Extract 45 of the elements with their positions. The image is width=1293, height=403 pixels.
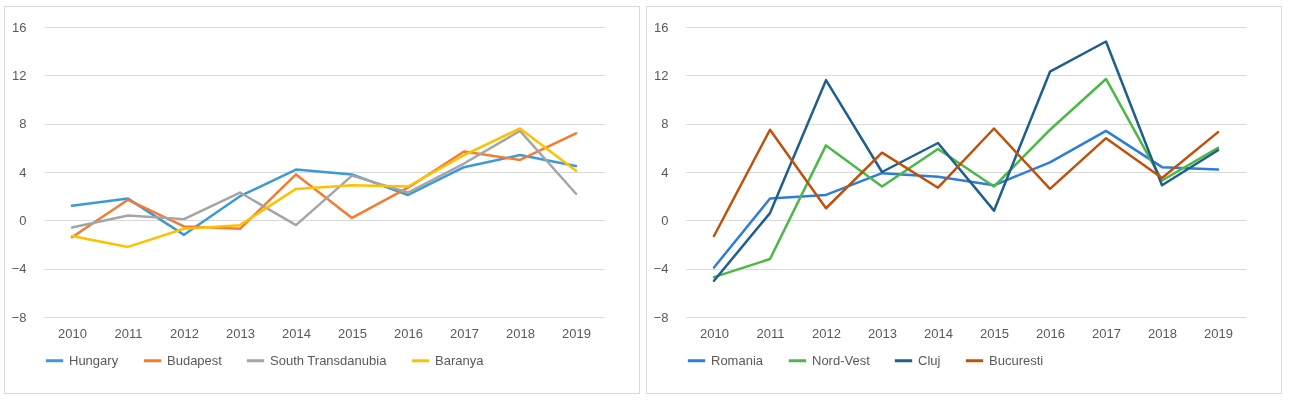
x-tick-label: 2014 — [282, 325, 311, 341]
y-tick-label: −8 — [11, 309, 27, 325]
y-tick-label: 16 — [654, 19, 669, 35]
x-tick-label: 2016 — [1036, 325, 1065, 341]
y-tick-label: 12 — [12, 67, 27, 83]
line-series — [712, 127, 1220, 238]
legend-label: Nord-Vest — [812, 352, 871, 368]
x-tick-label: 2013 — [226, 325, 255, 341]
x-tick-label: 2010 — [58, 325, 87, 341]
legend-label: Cluj — [918, 352, 941, 368]
legend-label: Baranya — [435, 352, 485, 368]
x-tick-label: 2018 — [1148, 325, 1177, 341]
x-tick-label: 2017 — [1092, 325, 1121, 341]
y-tick-label: 0 — [661, 212, 669, 228]
legend-label: Romania — [711, 352, 764, 368]
x-tick-label: 2014 — [924, 325, 953, 341]
x-tick-label: 2019 — [1204, 325, 1233, 341]
x-tick-label: 2019 — [562, 325, 591, 341]
x-tick-label: 2016 — [394, 325, 423, 341]
x-tick-label: 2018 — [506, 325, 535, 341]
y-tick-label: 4 — [19, 164, 27, 180]
y-tick-label: 4 — [661, 164, 669, 180]
y-tick-label: −4 — [653, 261, 669, 277]
y-tick-label: 16 — [12, 19, 27, 35]
line-series — [712, 77, 1220, 279]
x-tick-label: 2011 — [114, 325, 143, 341]
x-tick-label: 2012 — [812, 325, 841, 341]
x-tick-label: 2017 — [450, 325, 479, 341]
legend-label: South Transdanubia — [270, 352, 388, 368]
x-tick-label: 2013 — [868, 325, 897, 341]
y-tick-label: −4 — [11, 261, 27, 277]
x-tick-label: 2015 — [338, 325, 367, 341]
x-tick-label: 2015 — [980, 325, 1009, 341]
x-tick-label: 2010 — [700, 325, 729, 341]
legend-label: Hungary — [69, 352, 119, 368]
legend-label: Budapest — [167, 352, 223, 368]
x-tick-label: 2011 — [756, 325, 785, 341]
legend-label: Bucuresti — [989, 352, 1044, 368]
y-tick-label: 12 — [654, 67, 669, 83]
y-tick-label: 0 — [19, 212, 27, 228]
line-series — [712, 40, 1220, 282]
y-tick-label: −8 — [653, 309, 669, 325]
x-tick-label: 2012 — [170, 325, 199, 341]
y-tick-label: 8 — [19, 116, 27, 132]
y-tick-label: 8 — [661, 116, 669, 132]
